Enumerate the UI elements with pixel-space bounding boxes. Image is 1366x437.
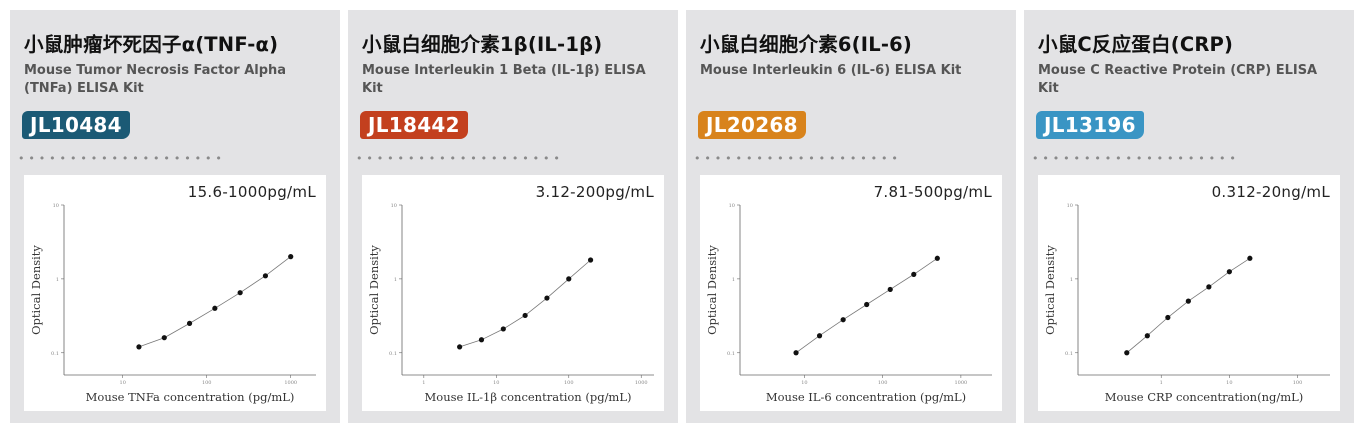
data-point: [212, 305, 218, 311]
standard-curve-line: [459, 259, 591, 348]
product-card-il-1-beta[interactable]: 小鼠白细胞介素1β(IL-1β) Mouse Interleukin 1 Bet…: [348, 10, 678, 423]
data-point: [544, 295, 550, 301]
product-title-en: Mouse C Reactive Protein (CRP) ELISA Kit: [1038, 63, 1318, 96]
catalog-code-badge: JL13196: [1036, 111, 1144, 139]
y-tick-label: 1: [56, 277, 59, 283]
x-tick-label: 100: [202, 380, 212, 386]
data-point: [522, 312, 528, 319]
standard-curve-panel: 1 10 100 1000 0.1 1 10 Mouse IL-1β concentratio…: [362, 175, 664, 411]
product-title-en: Mouse Interleukin 1 Beta (IL-1β) ELISA K…: [362, 63, 646, 96]
y-tick-label: 0.1: [1065, 351, 1073, 357]
data-point: [887, 286, 893, 293]
data-point: [911, 271, 917, 277]
catalog-code-badge: JL20268: [698, 111, 806, 139]
standard-curve-chart: 10 100 1000 0.1 1 10 Mouse IL-6 concentration …: [705, 203, 992, 404]
x-tick-label: 1: [1160, 380, 1163, 386]
x-tick-label: 10: [1226, 380, 1232, 386]
data-point: [136, 344, 142, 350]
x-tick-label: 100: [1293, 380, 1303, 386]
data-point: [186, 320, 193, 326]
data-point: [500, 326, 506, 332]
detection-range: 3.12-200pg/mL: [535, 183, 654, 201]
data-point: [934, 255, 940, 261]
standard-curve-chart: 10 100 1000 0.1 1 10 Mouse TNFa concentration …: [29, 203, 316, 404]
x-axis-title: Mouse CRP concentration(ng/mL): [1105, 390, 1304, 404]
y-axis-title: Optical Density: [367, 245, 381, 335]
catalog-code-badge: JL10484: [22, 111, 130, 139]
y-tick-label: 0.1: [389, 351, 397, 357]
x-tick-label: 10: [120, 380, 126, 386]
dotted-divider: ••••••••••••••••••••: [18, 152, 226, 164]
product-title-cn: 小鼠白细胞介素1β(IL-1β): [362, 33, 603, 56]
detection-range: 0.312-20ng/mL: [1211, 183, 1330, 201]
y-tick-label: 10: [53, 203, 59, 209]
data-point: [816, 333, 823, 339]
standard-curve-panel: 10 100 1000 0.1 1 10 Mouse IL-6 concentration …: [700, 175, 1002, 411]
detection-range: 7.81-500pg/mL: [873, 183, 992, 201]
data-point: [566, 276, 572, 282]
x-tick-label: 10: [801, 380, 807, 386]
dotted-divider: ••••••••••••••••••••: [356, 152, 564, 164]
x-tick-label: 1000: [635, 380, 648, 386]
catalog-code-badge: JL18442: [360, 111, 468, 139]
data-point: [161, 335, 167, 341]
data-point: [1165, 314, 1171, 321]
data-point: [1226, 269, 1232, 275]
x-tick-label: 10: [493, 380, 499, 386]
product-title-cn: 小鼠肿瘤坏死因子α(TNF-α): [24, 33, 279, 56]
x-tick-label: 1: [422, 380, 425, 386]
y-axis-title: Optical Density: [1043, 245, 1057, 335]
data-point: [262, 273, 269, 279]
product-title-cn: 小鼠白细胞介素6(IL-6): [700, 33, 913, 56]
data-point: [1185, 298, 1191, 304]
product-card-il-6[interactable]: 小鼠白细胞介素6(IL-6) Mouse Interleukin 6 (IL-6…: [686, 10, 1016, 423]
standard-curve-chart: 1 10 100 1000 0.1 1 10 Mouse IL-1β concentratio…: [367, 203, 654, 404]
standard-curve-panel: 10 100 1000 0.1 1 10 Mouse TNFa concentration …: [24, 175, 326, 411]
x-axis-title: Mouse IL-1β concentration (pg/mL): [425, 390, 632, 404]
data-point: [840, 317, 846, 323]
data-point: [237, 290, 243, 296]
product-card-crp[interactable]: 小鼠C反应蛋白(CRP) Mouse C Reactive Protein (C…: [1024, 10, 1354, 423]
y-tick-label: 1: [1070, 277, 1073, 283]
standard-curve-panel: 1 10 100 0.1 1 10 Mouse CRP concentration(ng/m…: [1038, 175, 1340, 411]
y-tick-label: 10: [1067, 203, 1073, 209]
y-tick-label: 0.1: [727, 351, 735, 357]
data-point: [1124, 350, 1130, 356]
y-axis-title: Optical Density: [705, 245, 719, 335]
product-title-en: Mouse Tumor Necrosis Factor Alpha (TNFa)…: [24, 63, 287, 96]
data-point: [1206, 284, 1212, 290]
data-point: [288, 254, 294, 260]
data-point: [1247, 255, 1253, 261]
x-tick-label: 1000: [955, 380, 968, 386]
data-point: [864, 301, 870, 308]
standard-curve-chart: 1 10 100 0.1 1 10 Mouse CRP concentration(ng/m…: [1043, 203, 1330, 404]
data-point: [1144, 333, 1150, 339]
dotted-divider: ••••••••••••••••••••: [694, 152, 902, 164]
y-axis-title: Optical Density: [29, 245, 43, 335]
x-tick-label: 100: [878, 380, 888, 386]
standard-curve-line: [138, 256, 291, 348]
data-point: [457, 344, 463, 350]
x-axis-title: Mouse TNFa concentration (pg/mL): [86, 390, 295, 404]
x-tick-label: 1000: [284, 380, 297, 386]
y-tick-label: 10: [391, 203, 397, 209]
product-title-cn: 小鼠C反应蛋白(CRP): [1038, 33, 1234, 56]
detection-range: 15.6-1000pg/mL: [187, 183, 316, 201]
y-tick-label: 10: [729, 203, 735, 209]
y-tick-label: 0.1: [51, 351, 59, 357]
data-point: [587, 257, 594, 263]
data-point: [478, 337, 485, 343]
y-tick-label: 1: [732, 277, 735, 283]
product-card-tnf-alpha[interactable]: 小鼠肿瘤坏死因子α(TNF-α) Mouse Tumor Necrosis Fa…: [10, 10, 340, 423]
x-tick-label: 100: [564, 380, 574, 386]
x-axis-title: Mouse IL-6 concentration (pg/mL): [766, 390, 966, 404]
y-tick-label: 1: [394, 277, 397, 283]
product-title-en: Mouse Interleukin 6 (IL-6) ELISA Kit: [700, 63, 962, 78]
data-point: [793, 350, 799, 356]
dotted-divider: ••••••••••••••••••••: [1032, 152, 1240, 164]
